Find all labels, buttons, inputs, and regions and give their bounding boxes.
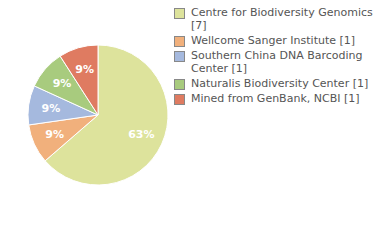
html-text:Naturalis Biodiversity Center: Naturalis Biodiversity Center [1] (191, 77, 369, 90)
html-text:Wellcome Sanger Institute [1]: Wellcome Sanger Institute [1] (191, 34, 356, 47)
html-text:Centre for Biodiversity Genomi: Centre for Biodiversity Genomics [7] (191, 6, 373, 32)
svg-text:9%: 9% (45, 128, 64, 141)
svg-text:9%: 9% (42, 102, 61, 115)
html-text:Mined from GenBank, NCBI [1]: Mined from GenBank, NCBI [1] (191, 92, 360, 105)
html-text:Southern China DNA Barcoding C: Southern China DNA Barcoding Center [1] (191, 49, 363, 75)
svg-text:9%: 9% (75, 63, 94, 76)
svg-text:9%: 9% (53, 77, 72, 90)
svg-text:63%: 63% (128, 128, 154, 141)
